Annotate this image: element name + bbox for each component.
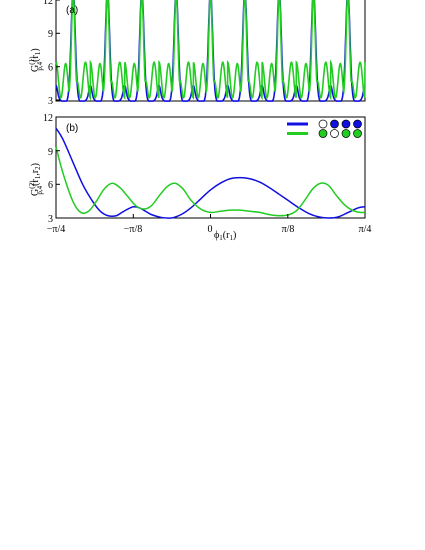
panel-b-ytick-6: 6 (48, 180, 53, 191)
panel-b-ytick-3: 3 (48, 214, 53, 225)
panel-b-xtick-pi-8: π/8 (282, 224, 295, 235)
panel-a: (a) 3 6 9 12 G(1)p,4(r1) (28, 0, 366, 107)
panel-b-ytick-12: 12 (43, 113, 53, 124)
panel-b-ytick-9: 9 (48, 147, 53, 158)
panel-a-ytick-6: 6 (48, 63, 53, 74)
panel-a-y-ticks: 3 6 9 12 (43, 0, 60, 107)
panel-a-label: (a) (66, 5, 78, 16)
legend (287, 119, 362, 138)
panel-b-xtick-neg-pi-8: −π/8 (124, 224, 142, 235)
legend-dot-1-1 (330, 129, 339, 138)
legend-dot-0-3 (353, 119, 362, 129)
legend-dot-0-1 (330, 119, 339, 129)
panel-a-ylabel: G(1)p,4(r1) (28, 48, 44, 72)
legend-dot-0-2 (341, 119, 351, 129)
panel-b-curves (55, 127, 366, 219)
panel-b-x-ticks: −π/4 −π/8 0 π/8 π/4 (47, 214, 372, 235)
panel-b-ylabel: G(2)p,4(r1,r2) (28, 163, 44, 196)
panel-b-xtick-0: 0 (208, 224, 213, 235)
panel-a-ytick-9: 9 (48, 29, 53, 40)
panel-a-frame (55, 0, 366, 102)
panel-b-series-blue-line (55, 127, 366, 219)
panel-b-series-green-line (55, 147, 365, 217)
legend-dot-1-0 (318, 129, 328, 138)
panel-b-xtick-neg-pi-4: −π/4 (47, 224, 65, 235)
panel-a-curves (55, 0, 366, 102)
panel-b-xtick-pi-4: π/4 (359, 224, 372, 235)
panel-a-series-green-line (55, 0, 366, 101)
legend-dot-1-3 (353, 129, 362, 138)
panel-b-frame (55, 116, 366, 219)
legend-dot-0-0 (318, 119, 328, 129)
panel-b: (b) 3 6 9 12 −π/4 −π/8 0 π/8 π/4 G(2)p,4… (28, 113, 371, 242)
panel-b-label: (b) (66, 123, 78, 134)
panel-a-ytick-3: 3 (48, 96, 53, 107)
panel-b-xlabel: ϕ1(r1) (214, 230, 236, 242)
panel-b-y-ticks: 3 6 9 12 (43, 113, 60, 225)
panel-a-ytick-12: 12 (43, 0, 53, 7)
legend-dot-1-2 (341, 129, 351, 138)
